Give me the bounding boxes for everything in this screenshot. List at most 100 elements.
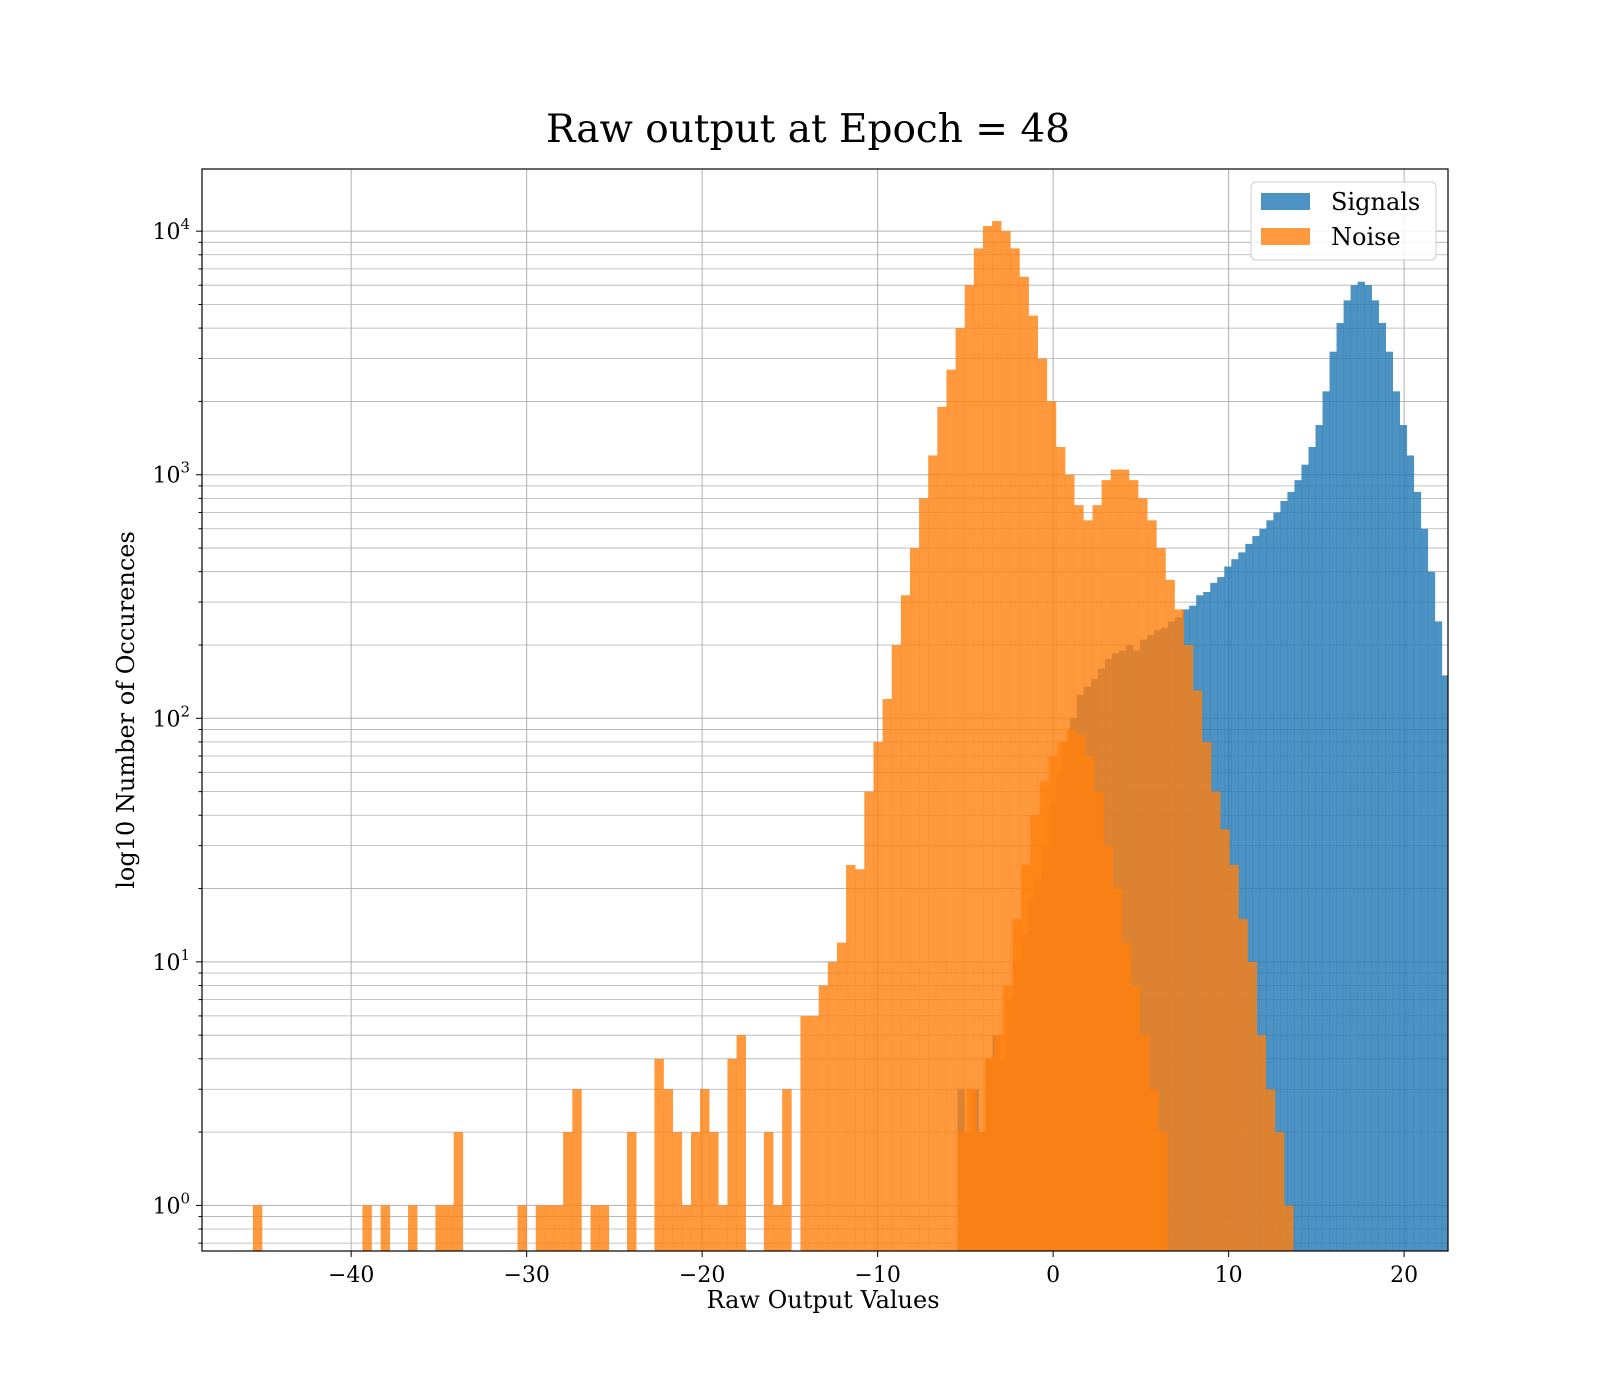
histogram-bar xyxy=(873,741,883,1251)
legend-swatch-signals xyxy=(1261,193,1310,210)
histogram-bar xyxy=(1336,322,1344,1251)
histogram-bar xyxy=(900,595,911,1251)
histogram-bar xyxy=(846,864,856,1251)
histogram-bar xyxy=(928,455,938,1251)
y-tick-label: 104 xyxy=(152,215,190,245)
histogram-bar xyxy=(864,791,874,1251)
histogram-bar xyxy=(544,1205,555,1251)
histogram-bar xyxy=(1048,756,1059,1251)
histogram-bar xyxy=(1094,791,1104,1251)
histogram-bar xyxy=(1238,552,1246,1251)
histogram-bar xyxy=(993,1035,1004,1251)
histogram-bar xyxy=(1010,248,1020,1251)
histogram-bar xyxy=(1149,1089,1159,1251)
histogram-bar xyxy=(1294,480,1302,1251)
histogram-bar xyxy=(909,548,920,1251)
histogram-bar xyxy=(1067,729,1077,1251)
plot-frame xyxy=(201,168,1449,1252)
histogram-bar xyxy=(663,1089,673,1251)
histogram-bar xyxy=(973,248,984,1251)
y-tick-label: 103 xyxy=(152,459,190,489)
histogram-bar xyxy=(1378,322,1386,1251)
histogram-bar xyxy=(1112,888,1123,1251)
histogram-bar xyxy=(984,1058,995,1251)
y-tick-label: 101 xyxy=(152,946,190,976)
histogram-bar xyxy=(1183,644,1194,1251)
legend-swatch-noise xyxy=(1261,228,1310,245)
histogram-bar xyxy=(1406,455,1415,1251)
legend-label-signals: Signals xyxy=(1331,188,1420,216)
histogram-bar xyxy=(982,226,993,1251)
histogram-bar xyxy=(1252,536,1260,1251)
histogram-bar xyxy=(517,1205,527,1251)
histogram-bar xyxy=(435,1205,445,1251)
histogram-bar xyxy=(782,1089,792,1251)
histogram-bar xyxy=(554,1205,564,1251)
histogram-bar xyxy=(1256,1035,1267,1251)
histogram-bar xyxy=(1019,276,1029,1251)
histogram-bar xyxy=(1057,741,1068,1251)
histogram-bar xyxy=(966,1089,977,1251)
histogram-bar xyxy=(1287,491,1295,1251)
chart-title: Raw output at Epoch = 48 xyxy=(546,107,1070,152)
histogram-bar xyxy=(690,1132,701,1251)
histogram-bar xyxy=(1427,571,1436,1251)
histogram-bar xyxy=(1220,829,1230,1251)
histogram-bar xyxy=(1245,543,1253,1251)
histogram-bar xyxy=(1158,1132,1168,1251)
x-axis: −40 −30 −20 −10 0 10 20 xyxy=(328,1251,1418,1288)
histogram-bar xyxy=(964,285,975,1251)
histogram-bar xyxy=(453,1132,464,1251)
histogram-bar xyxy=(408,1205,418,1251)
histogram-bar xyxy=(1392,391,1401,1251)
histogram-bar xyxy=(1315,425,1323,1251)
histogram-bar xyxy=(1308,446,1316,1251)
histogram-bar xyxy=(1192,690,1203,1251)
histogram-bar xyxy=(1140,1035,1150,1251)
histogram-bar xyxy=(992,221,1002,1251)
histogram-bar xyxy=(627,1132,637,1251)
histogram-bar xyxy=(444,1205,454,1251)
histogram-bar xyxy=(809,1015,819,1251)
histogram-bar xyxy=(763,1132,774,1251)
histogram-bar xyxy=(1385,351,1394,1251)
histogram-bar xyxy=(672,1132,683,1251)
histogram-bar xyxy=(1174,609,1185,1251)
histogram-bar xyxy=(1076,735,1086,1251)
histogram-bar xyxy=(1357,281,1365,1251)
histogram-bar xyxy=(1130,985,1141,1251)
histogram-bar xyxy=(380,1205,391,1251)
histogram-bar xyxy=(1001,231,1011,1251)
histogram-bar xyxy=(252,1205,263,1251)
histogram-bar xyxy=(1128,480,1139,1251)
histogram-bar xyxy=(1110,469,1121,1251)
plot-area: −40 −30 −20 −10 0 10 20 100 101 102 103 104 xyxy=(152,168,1449,1288)
histogram-bar xyxy=(1165,579,1175,1251)
histogram-bar xyxy=(1413,491,1422,1251)
histogram-bar xyxy=(1266,520,1274,1251)
histogram-bar xyxy=(1280,501,1288,1251)
histogram-bar xyxy=(1103,845,1113,1251)
histogram-bar xyxy=(800,1015,810,1251)
histogram-bar xyxy=(563,1132,573,1251)
histogram-bar xyxy=(937,406,947,1251)
x-tick-label: −10 xyxy=(854,1263,900,1288)
histogram-bar xyxy=(1085,756,1095,1251)
histogram-bar xyxy=(1247,961,1258,1251)
y-tick-label: 102 xyxy=(152,702,190,732)
histogram-bars xyxy=(252,221,1448,1251)
histogram-bar xyxy=(957,1132,967,1251)
histogram-bar xyxy=(1229,864,1239,1251)
histogram-bar xyxy=(1211,791,1221,1251)
x-tick-label: −20 xyxy=(679,1263,725,1288)
histogram-bar xyxy=(535,1205,546,1251)
histogram-bar xyxy=(1028,315,1038,1251)
histogram-bar xyxy=(1030,815,1040,1251)
x-tick-label: −30 xyxy=(503,1263,549,1288)
histogram-bar xyxy=(1121,942,1132,1251)
histogram-bar xyxy=(709,1132,719,1251)
histogram-bar xyxy=(827,961,838,1251)
histogram-bar xyxy=(362,1205,372,1251)
histogram-bar xyxy=(1039,781,1050,1251)
histogram-bar xyxy=(1274,1132,1285,1251)
